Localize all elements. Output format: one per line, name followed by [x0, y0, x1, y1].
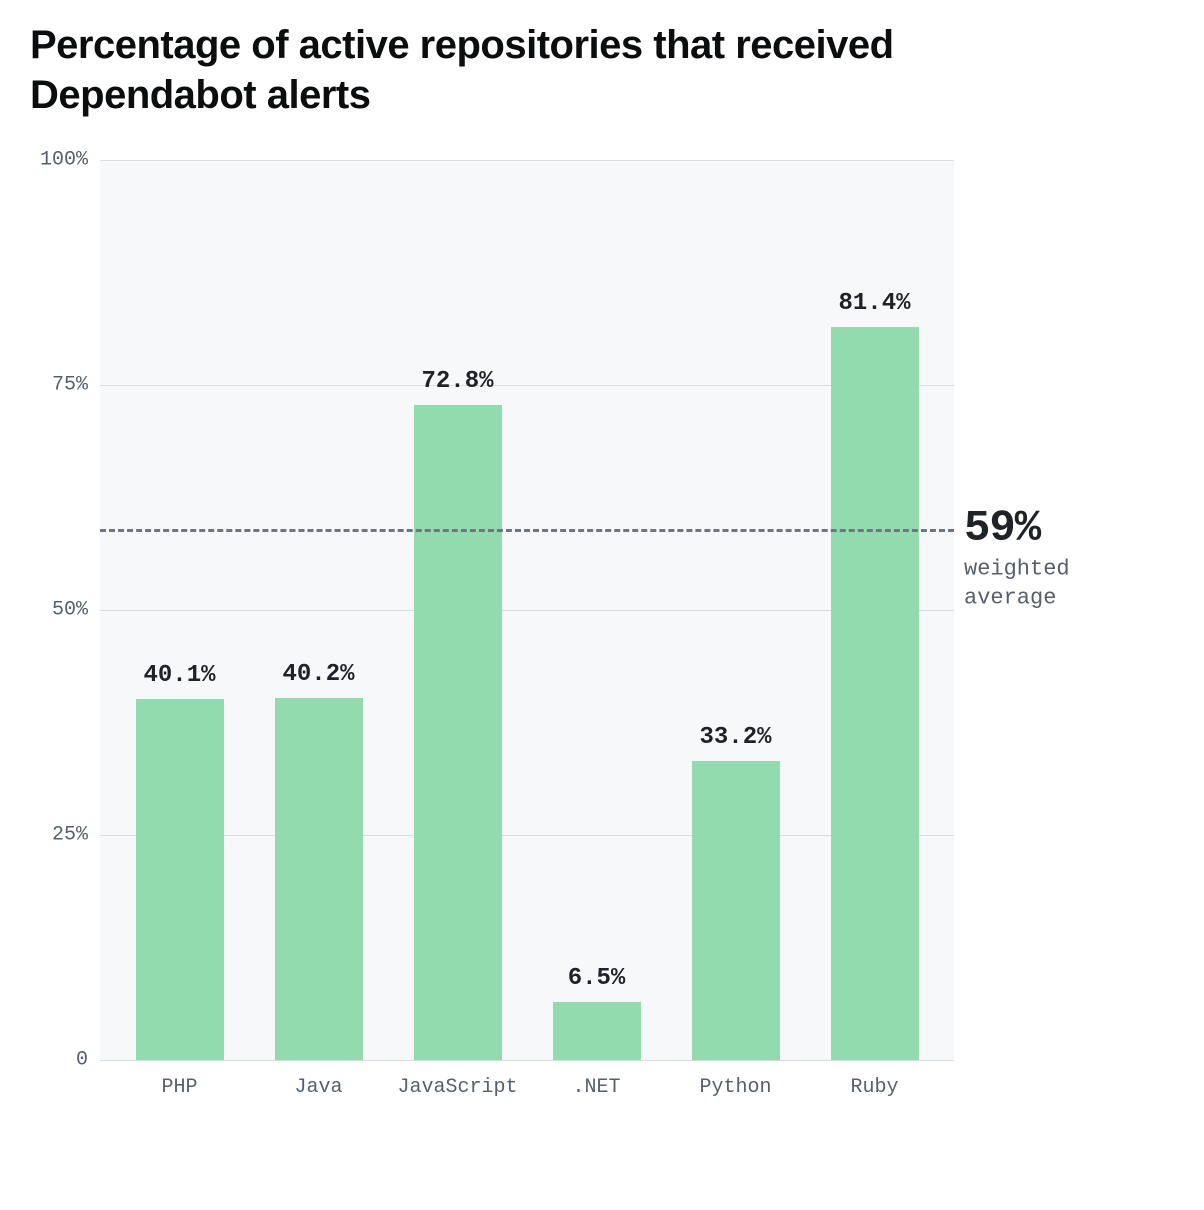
bar — [831, 327, 919, 1060]
x-tick-label: PHP — [110, 1060, 249, 1120]
bar — [414, 405, 502, 1060]
x-tick-label: Java — [249, 1060, 388, 1120]
bar-value-label: 40.2% — [282, 661, 354, 688]
reference-annotation: 59% weighted average — [964, 505, 1174, 612]
bar-value-label: 6.5% — [568, 965, 626, 992]
bar-value-label: 81.4% — [838, 290, 910, 317]
x-axis: PHPJavaJavaScript.NETPythonRuby — [100, 1060, 954, 1120]
y-tick-label: 100% — [40, 149, 88, 172]
bar-value-label: 72.8% — [421, 368, 493, 395]
bar — [275, 698, 363, 1060]
y-tick-label: 0 — [76, 1049, 88, 1072]
x-tick-label: JavaScript — [388, 1060, 527, 1120]
bar-slot: 33.2% — [666, 160, 805, 1060]
chart-title: Percentage of active repositories that r… — [30, 20, 930, 120]
y-tick-label: 25% — [52, 824, 88, 847]
bar-slot: 6.5% — [527, 160, 666, 1060]
y-axis: 025%50%75%100% — [30, 160, 100, 1120]
x-tick-label: Ruby — [805, 1060, 944, 1120]
x-tick-label: .NET — [527, 1060, 666, 1120]
bar-value-label: 40.1% — [143, 662, 215, 689]
bar — [692, 761, 780, 1060]
bar-slot: 40.2% — [249, 160, 388, 1060]
y-tick-label: 75% — [52, 374, 88, 397]
reference-caption: weighted average — [964, 556, 1174, 613]
y-tick-label: 50% — [52, 599, 88, 622]
chart-area: 40.1% 40.2% 72.8% 6.5% 33.2% 81.4% 0 25% 50% 75%… — [30, 160, 1174, 1120]
x-tick-label: Python — [666, 1060, 805, 1120]
reference-value: 59% — [964, 505, 1174, 551]
bar-slot: 40.1% — [110, 160, 249, 1060]
bar — [136, 699, 224, 1060]
bar — [553, 1002, 641, 1061]
chart-container: Percentage of active repositories that r… — [0, 0, 1204, 1210]
plot-area: 40.1% 40.2% 72.8% 6.5% 33.2% 81.4% — [100, 160, 954, 1060]
bar-value-label: 33.2% — [699, 724, 771, 751]
reference-line — [100, 529, 954, 532]
bar-slot: 81.4% — [805, 160, 944, 1060]
bars-group: 40.1% 40.2% 72.8% 6.5% 33.2% 81.4% — [100, 160, 954, 1060]
bar-slot: 72.8% — [388, 160, 527, 1060]
